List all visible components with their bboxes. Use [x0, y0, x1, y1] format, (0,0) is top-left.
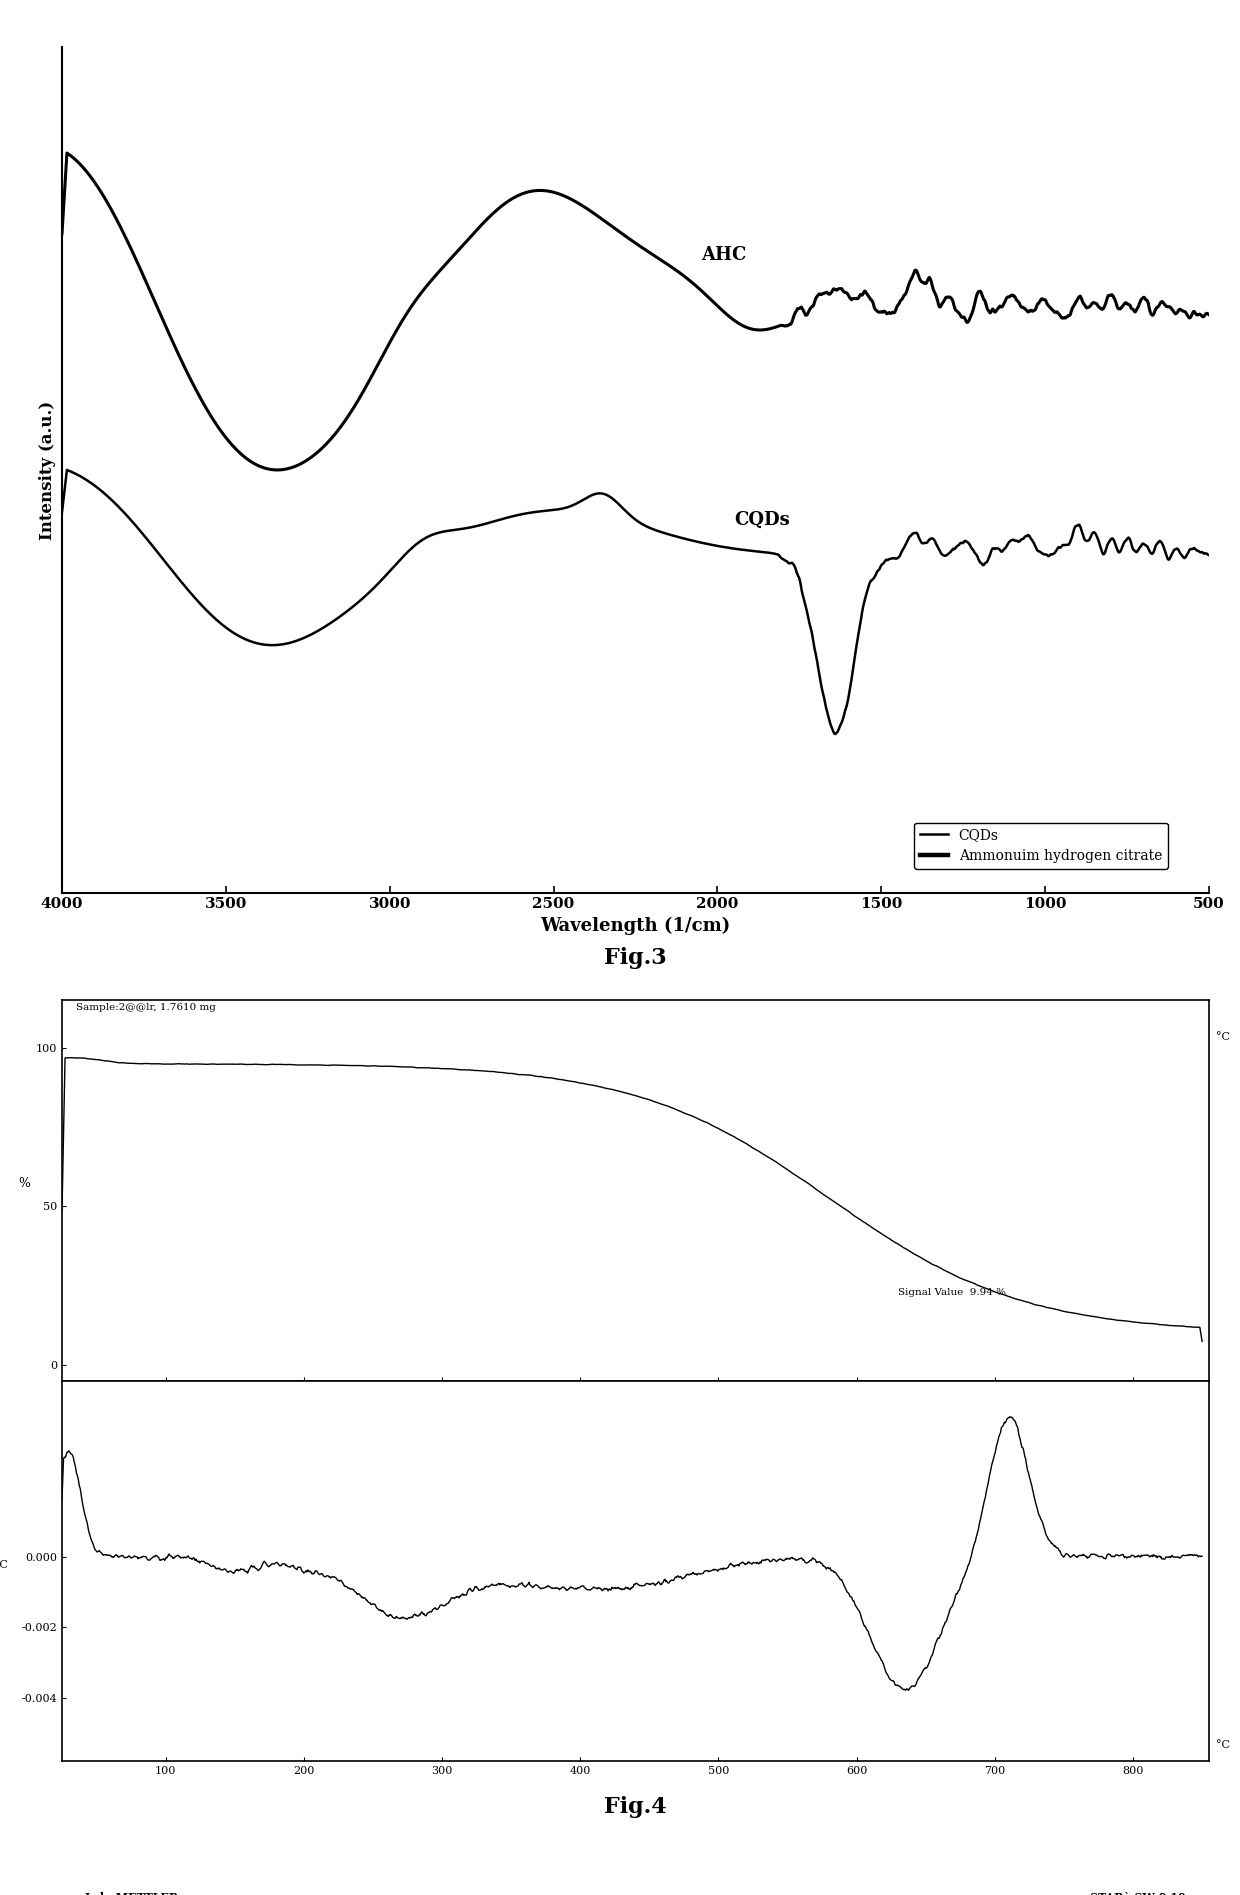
X-axis label: Wavelength (1/cm): Wavelength (1/cm)	[541, 917, 730, 936]
Text: CQDs: CQDs	[734, 512, 790, 529]
Text: °C: °C	[1216, 1740, 1230, 1751]
Text: Signal Value  9.94 %: Signal Value 9.94 %	[898, 1289, 1006, 1296]
Text: Fig.4: Fig.4	[604, 1796, 667, 1819]
Text: STARè SW 9.10: STARè SW 9.10	[1090, 1891, 1185, 1895]
Y-axis label: Intensity (a.u.): Intensity (a.u.)	[40, 400, 57, 540]
Text: °C: °C	[1216, 1033, 1230, 1042]
Text: AHC: AHC	[701, 246, 746, 265]
Y-axis label: %: %	[19, 1177, 31, 1190]
Text: Fig.3: Fig.3	[604, 948, 667, 968]
Text: Sample:2@@lr, 1.7610 mg: Sample:2@@lr, 1.7610 mg	[76, 1002, 216, 1012]
Y-axis label: 1/°C: 1/°C	[0, 1560, 9, 1571]
Text: Lab: METTLER: Lab: METTLER	[84, 1891, 179, 1895]
Legend: CQDs, Ammonuim hydrogen citrate: CQDs, Ammonuim hydrogen citrate	[914, 822, 1168, 868]
